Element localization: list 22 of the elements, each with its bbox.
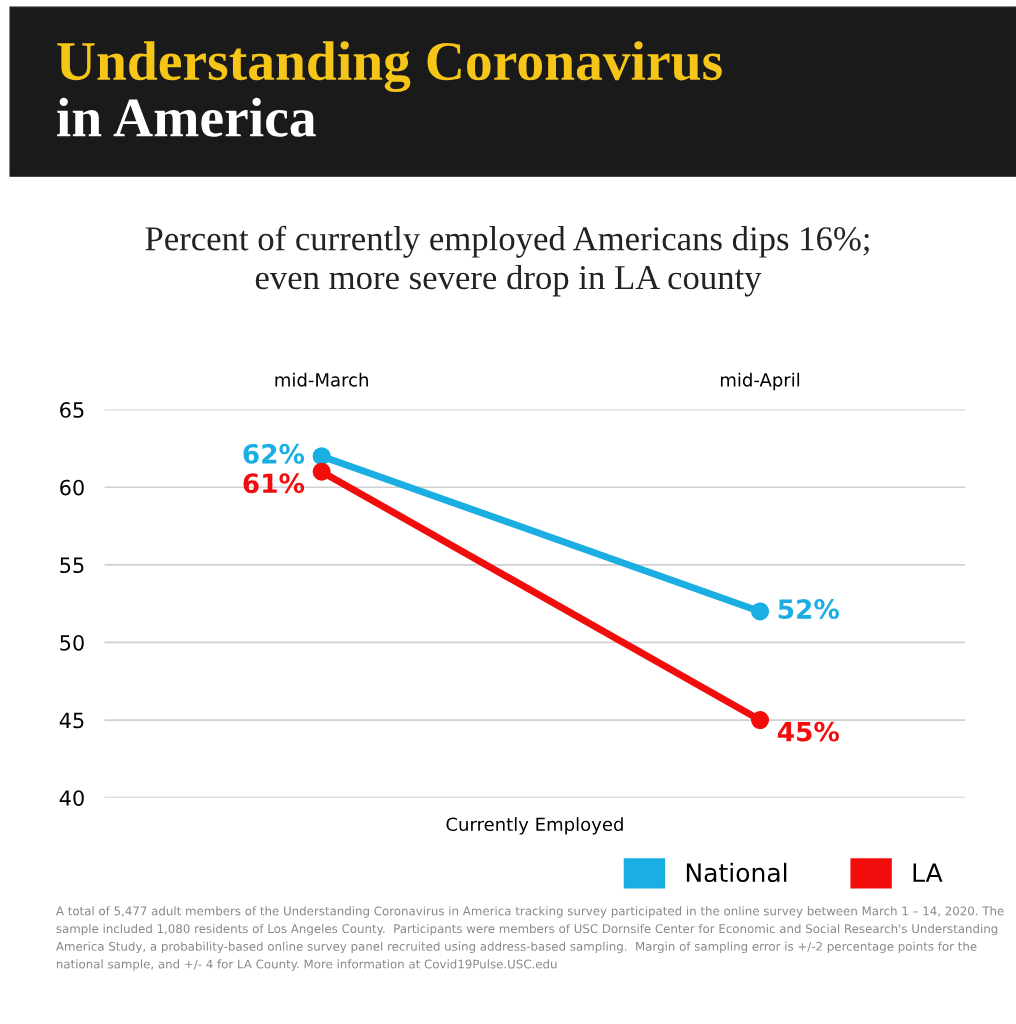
x-tick-label: mid-March bbox=[275, 372, 368, 387]
point bbox=[312, 462, 331, 481]
point bbox=[751, 711, 770, 730]
chart-title: Understanding Coronavirus in America bbox=[57, 41, 722, 137]
x-tick-label: mid-April bbox=[720, 372, 800, 391]
legend-label: National bbox=[686, 862, 787, 883]
y-tick-label: 50 bbox=[60, 634, 84, 651]
data-label: 62% bbox=[243, 443, 305, 464]
y-tick-label: 40 bbox=[59, 790, 84, 806]
y-tick-label: 45 bbox=[59, 712, 84, 729]
data-label: 45% bbox=[777, 721, 840, 742]
point bbox=[751, 602, 770, 621]
point bbox=[312, 447, 331, 466]
legend-label: LA bbox=[913, 863, 943, 882]
text: A total of 5,477 adult members of the Understanding Coronavirus in America tracking survey participated in the online survey between March 1 – 14, 2020. The sample included 1,080 residents of Los Angeles County. Participants were members of USC Dornsife Center for Economic and Social Research's Understanding America Study, a probability-based online survey panel recruited using address-based sampling. Margin of sampling error is +/-2 percentage points for the national sample, and +/- 4 for LA County. More information at Covid19Pulse.USC.edu bbox=[55, 906, 1004, 971]
y-tick-label: 55 bbox=[60, 557, 84, 574]
chart-subtitle: Percent of currently employed Americans dips 16%; even more severe drop in LA county bbox=[145, 225, 869, 297]
y-tick-label: 65 bbox=[60, 402, 84, 418]
y-tick-label: 60 bbox=[60, 479, 84, 496]
data-label: 61% bbox=[243, 473, 305, 494]
data-label: 52% bbox=[778, 599, 840, 620]
x-axis-title: Currently Employed bbox=[446, 817, 623, 835]
